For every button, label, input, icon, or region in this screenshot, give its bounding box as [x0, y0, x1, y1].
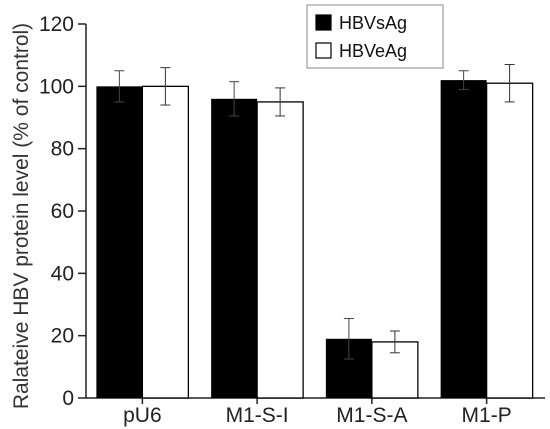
bar-hbvsag-m1-s-i	[211, 98, 258, 399]
y-tick-label: 80	[51, 138, 74, 161]
legend-swatch-hbvsag	[315, 14, 332, 31]
bar-hbveag-m1-p	[485, 82, 534, 399]
legend-swatch-hbveag	[315, 42, 332, 59]
bars	[96, 64, 534, 399]
y-tick-label: 60	[51, 200, 74, 223]
y-tick-label: 100	[39, 75, 74, 98]
bar-hbvsag-pu6	[96, 86, 143, 398]
bar-hbveag-pu6	[141, 85, 190, 399]
y-tick-label: 120	[39, 13, 74, 36]
y-axis-title: Ralateive HBV protein level (% of contro…	[10, 23, 33, 409]
legend-label-hbvsag: HBVsAg	[339, 13, 407, 33]
y-tick-label: 0	[62, 387, 74, 410]
labels: 0 20 40 60 80 100 120 Ralateive HBV protein lev…	[10, 13, 512, 427]
x-tick-label: M1-S-A	[336, 404, 407, 427]
y-tick-label: 40	[51, 262, 74, 285]
x-tick-label: M1-P	[462, 404, 512, 427]
y-tick-label: 20	[51, 325, 74, 348]
legend: HBVsAg HBVeAg	[306, 4, 444, 69]
bar-hbveag-m1-s-i	[256, 101, 304, 399]
bar-hbvsag-m1-p	[440, 80, 487, 398]
x-tick-label: pU6	[123, 404, 162, 427]
x-tick-label: M1-S-I	[226, 404, 289, 427]
legend-label-hbveag: HBVeAg	[339, 41, 407, 61]
